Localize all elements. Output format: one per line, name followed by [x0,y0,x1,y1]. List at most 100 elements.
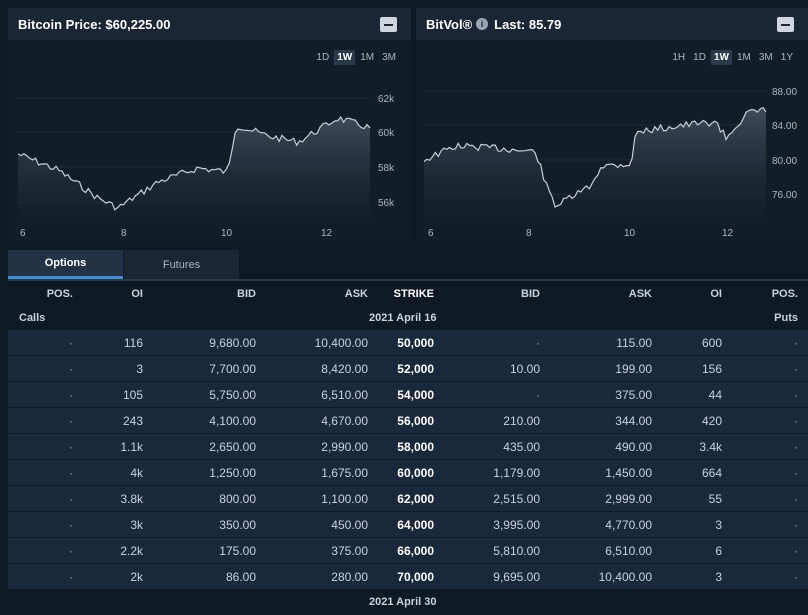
cell-p-bid[interactable]: 435.00 [503,439,540,454]
cell-p-oi[interactable]: 664 [701,465,722,480]
cell-c-pos[interactable]: · [69,465,73,480]
cell-c-ask[interactable]: 10,400.00 [314,335,368,350]
cell-c-ask[interactable]: 6,510.00 [321,387,368,402]
vol-range-1d[interactable]: 1D [693,52,706,63]
header-calls-pos[interactable]: POS. [46,288,73,300]
cell-c-bid[interactable]: 800.00 [219,491,256,506]
table-row[interactable]: · 105 5,750.00 6,510.00 54,000 · 375.00 44 · [8,382,808,408]
table-row[interactable]: · 3 7,700.00 8,420.00 52,000 10.00 199.00 156 · [8,356,808,382]
cell-p-ask[interactable]: 10,400.00 [598,569,652,584]
cell-p-oi[interactable]: 3.4k [699,439,722,454]
cell-c-pos[interactable]: · [69,335,73,350]
cell-c-bid[interactable]: 9,680.00 [209,335,256,350]
cell-c-pos[interactable]: · [69,361,73,376]
cell-p-ask[interactable]: 1,450.00 [605,465,652,480]
table-row[interactable]: · 3k 350.00 450.00 64,000 3,995.00 4,770.00 3 · [8,512,808,538]
cell-c-oi[interactable]: 243 [122,413,143,428]
cell-c-bid[interactable]: 7,700.00 [209,361,256,376]
cell-p-pos[interactable]: · [794,465,798,480]
cell-c-oi[interactable]: 1.1k [120,439,143,454]
cell-p-bid[interactable]: · [536,387,540,402]
cell-c-pos[interactable]: · [69,491,73,506]
next-expiry-row[interactable]: 2021 April 30 [8,590,808,615]
cell-p-ask[interactable]: 2,999.00 [605,491,652,506]
cell-p-bid[interactable]: 210.00 [503,413,540,428]
minimize-icon[interactable] [380,17,397,32]
header-puts-bid[interactable]: BID [521,288,540,300]
cell-c-bid[interactable]: 2,650.00 [209,439,256,454]
cell-p-oi[interactable]: 6 [715,543,722,558]
cell-c-ask[interactable]: 4,670.00 [321,413,368,428]
header-strike[interactable]: STRIKE [393,288,434,300]
cell-c-bid[interactable]: 86.00 [225,569,256,584]
cell-c-pos[interactable]: · [69,517,73,532]
cell-c-oi[interactable]: 2.2k [120,543,143,558]
cell-c-oi[interactable]: 3 [136,361,143,376]
cell-c-oi[interactable]: 4k [130,465,143,480]
cell-p-pos[interactable]: · [794,439,798,454]
vol-range-1h[interactable]: 1H [672,52,686,63]
cell-c-oi[interactable]: 3.8k [120,491,143,506]
cell-p-bid[interactable]: 9,695.00 [493,569,540,584]
cell-c-ask[interactable]: 8,420.00 [321,361,368,376]
header-puts-ask[interactable]: ASK [628,288,652,300]
cell-c-pos[interactable]: · [69,439,73,454]
cell-c-bid[interactable]: 1,250.00 [209,465,256,480]
cell-c-pos[interactable]: · [69,387,73,402]
btc-range-1d[interactable]: 1D [316,52,330,63]
vol-range-3m[interactable]: 3M [758,52,773,63]
header-puts-pos[interactable]: POS. [771,288,798,300]
cell-p-ask[interactable]: 344.00 [615,413,652,428]
vol-range-1m[interactable]: 1M [736,52,751,63]
cell-p-pos[interactable]: · [794,569,798,584]
table-row[interactable]: · 243 4,100.00 4,670.00 56,000 210.00 344.00 42… [8,408,808,434]
cell-c-ask[interactable]: 2,990.00 [321,439,368,454]
table-row[interactable]: · 116 9,680.00 10,400.00 50,000 · 115.00 600 · [8,330,808,356]
header-puts-oi[interactable]: OI [710,288,722,300]
cell-c-oi[interactable]: 3k [130,517,143,532]
cell-c-pos[interactable]: · [69,413,73,428]
cell-c-oi[interactable]: 2k [130,569,143,584]
cell-p-ask[interactable]: 490.00 [615,439,652,454]
cell-p-pos[interactable]: · [794,413,798,428]
cell-c-bid[interactable]: 350.00 [219,517,256,532]
cell-c-ask[interactable]: 375.00 [331,543,368,558]
cell-p-ask[interactable]: 199.00 [615,361,652,376]
btc-range-1m[interactable]: 1M [360,52,375,63]
vol-range-1y[interactable]: 1Y [780,52,793,63]
cell-c-ask[interactable]: 280.00 [331,569,368,584]
table-row[interactable]: · 1.1k 2,650.00 2,990.00 58,000 435.00 490.00 3… [8,434,808,460]
cell-p-oi[interactable]: 3 [715,569,722,584]
header-calls-bid[interactable]: BID [237,288,256,300]
vol-range-1w[interactable]: 1W [710,50,732,65]
cell-p-ask[interactable]: 6,510.00 [605,543,652,558]
cell-c-ask[interactable]: 1,675.00 [321,465,368,480]
cell-c-bid[interactable]: 175.00 [219,543,256,558]
cell-p-oi[interactable]: 3 [715,517,722,532]
minimize-icon[interactable] [777,17,794,32]
btc-range-1w[interactable]: 1W [334,50,356,65]
cell-c-ask[interactable]: 1,100.00 [321,491,368,506]
btc-range-3m[interactable]: 3M [382,52,396,63]
cell-p-pos[interactable]: · [794,335,798,350]
cell-p-ask[interactable]: 115.00 [616,335,652,350]
cell-c-ask[interactable]: 450.00 [331,517,368,532]
cell-c-bid[interactable]: 4,100.00 [209,413,256,428]
cell-p-pos[interactable]: · [794,543,798,558]
cell-c-oi[interactable]: 116 [123,335,143,350]
cell-c-pos[interactable]: · [69,543,73,558]
cell-p-oi[interactable]: 600 [701,335,722,350]
header-calls-ask[interactable]: ASK [344,288,368,300]
cell-p-ask[interactable]: 4,770.00 [605,517,652,532]
cell-p-pos[interactable]: · [794,361,798,376]
cell-p-oi[interactable]: 44 [708,387,722,402]
cell-p-oi[interactable]: 156 [701,361,722,376]
cell-p-oi[interactable]: 420 [701,413,722,428]
cell-p-pos[interactable]: · [794,517,798,532]
cell-p-ask[interactable]: 375.00 [615,387,652,402]
cell-c-bid[interactable]: 5,750.00 [209,387,256,402]
cell-p-pos[interactable]: · [794,491,798,506]
header-calls-oi[interactable]: OI [131,288,143,300]
table-row[interactable]: · 2.2k 175.00 375.00 66,000 5,810.00 6,510.00 6… [8,538,808,564]
table-row[interactable]: · 4k 1,250.00 1,675.00 60,000 1,179.00 1,450.0… [8,460,808,486]
